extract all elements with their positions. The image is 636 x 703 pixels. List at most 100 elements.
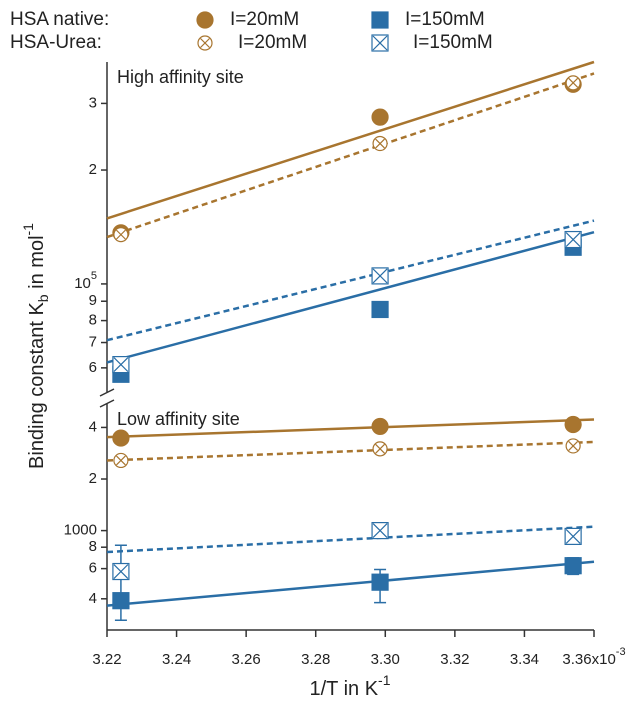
data-point — [112, 592, 130, 610]
data-point — [112, 356, 130, 374]
fit-line — [106, 219, 595, 342]
legend-group: HSA-Urea: — [10, 32, 102, 53]
fit-line — [106, 418, 595, 439]
y-title-text: Binding constant K — [26, 302, 48, 469]
marker-cross — [565, 528, 581, 544]
marker-shape — [564, 557, 582, 575]
data-point — [112, 429, 130, 447]
tick-text: 1000 — [64, 522, 97, 539]
marker-shape — [196, 11, 214, 29]
marker-cross — [372, 268, 388, 284]
tick-label: 2 — [89, 161, 97, 178]
marker-shape — [112, 429, 130, 447]
x-axis-title: 1/T in K-1 — [309, 672, 390, 701]
tick-text: 3.34 — [510, 651, 539, 668]
tick-label: 6 — [89, 359, 97, 376]
axis-break — [99, 399, 115, 408]
marker-cross — [375, 138, 385, 149]
data-point — [371, 522, 389, 540]
tick-text: 2 — [89, 470, 97, 487]
legend-label: I=20mM — [230, 9, 299, 30]
marker-shape — [371, 573, 389, 591]
tick-text: 9 — [89, 292, 97, 309]
tick-text: 7 — [89, 333, 97, 350]
tick-label: 3.26 — [232, 651, 261, 668]
data-point — [564, 527, 582, 546]
data-point — [372, 135, 388, 152]
data-point — [564, 557, 582, 575]
tick-text: 4 — [89, 590, 97, 607]
tick-text: 10 — [74, 275, 91, 292]
legend-marker — [371, 11, 389, 29]
marker-shape — [371, 300, 389, 319]
tick-label: 8 — [89, 312, 97, 329]
fit-line — [106, 60, 595, 220]
tick-sup: 5 — [91, 270, 97, 282]
tick-sup: -3 — [616, 646, 626, 658]
fit-line — [106, 440, 595, 462]
tick-label: 7 — [89, 333, 97, 350]
data-point — [371, 573, 389, 591]
data-point — [372, 441, 388, 457]
marker-cross — [113, 564, 129, 579]
tick-text: 3.26 — [232, 651, 261, 668]
tick-label: 2 — [89, 470, 97, 487]
panel-title: High affinity site — [117, 67, 244, 87]
marker-cross — [568, 77, 579, 88]
legend-marker — [371, 34, 389, 52]
data-point — [113, 452, 129, 469]
tick-label: 3.22 — [92, 651, 121, 668]
tick-text: 6 — [89, 560, 97, 577]
fit-line — [106, 525, 595, 554]
x-title-text: 1/T in K — [309, 678, 378, 700]
tick-text: 3.32 — [440, 651, 469, 668]
marker-cross — [113, 357, 129, 373]
tick-label: 9 — [89, 292, 97, 309]
data-point — [371, 417, 389, 436]
panel-title: Low affinity site — [117, 409, 240, 429]
y-axis-title: Binding constant Kb in mol-1 — [20, 223, 51, 469]
fit-line — [106, 560, 595, 607]
tick-text: 3.28 — [301, 651, 330, 668]
tick-label: 3.30 — [371, 651, 400, 668]
tick-text: 3 — [89, 94, 97, 111]
tick-label: 1000 — [64, 522, 97, 539]
tick-label: 3.32 — [440, 651, 469, 668]
tick-label: 3 — [89, 94, 97, 111]
marker-cross — [372, 35, 388, 51]
legend-group: HSA native: — [10, 9, 109, 30]
tick-label: 4 — [89, 418, 97, 435]
legend-label: I=20mM — [238, 32, 307, 53]
data-point — [564, 415, 582, 434]
y-title-sup: -1 — [20, 223, 36, 236]
x-title-sup: -1 — [378, 672, 391, 688]
data-point — [565, 438, 581, 454]
legend-marker — [196, 11, 214, 29]
data-point — [565, 75, 581, 91]
tick-text: 3.36x10 — [562, 651, 615, 668]
fit-line — [106, 72, 595, 239]
tick-label: 105 — [74, 270, 97, 292]
data-point — [112, 562, 130, 581]
marker-cross — [565, 232, 581, 247]
tick-label: 3.24 — [162, 651, 191, 668]
legend-label: I=150mM — [405, 9, 485, 30]
marker-shape — [564, 415, 582, 434]
legend-label: I=150mM — [413, 32, 493, 53]
marker-cross — [200, 38, 210, 48]
marker-cross — [375, 443, 385, 454]
marker-shape — [112, 592, 130, 610]
tick-text: 8 — [89, 312, 97, 329]
fit-line — [106, 230, 595, 364]
tick-text: 6 — [89, 359, 97, 376]
tick-text: 2 — [89, 161, 97, 178]
tick-text: 3.22 — [92, 651, 121, 668]
data-point — [371, 267, 389, 285]
y-title-sub: b — [35, 294, 51, 302]
marker-cross — [372, 523, 388, 539]
marker-cross — [115, 229, 126, 240]
tick-label: 3.36x10-3 — [562, 646, 625, 668]
tick-label: 6 — [89, 560, 97, 577]
data-point — [371, 300, 389, 319]
